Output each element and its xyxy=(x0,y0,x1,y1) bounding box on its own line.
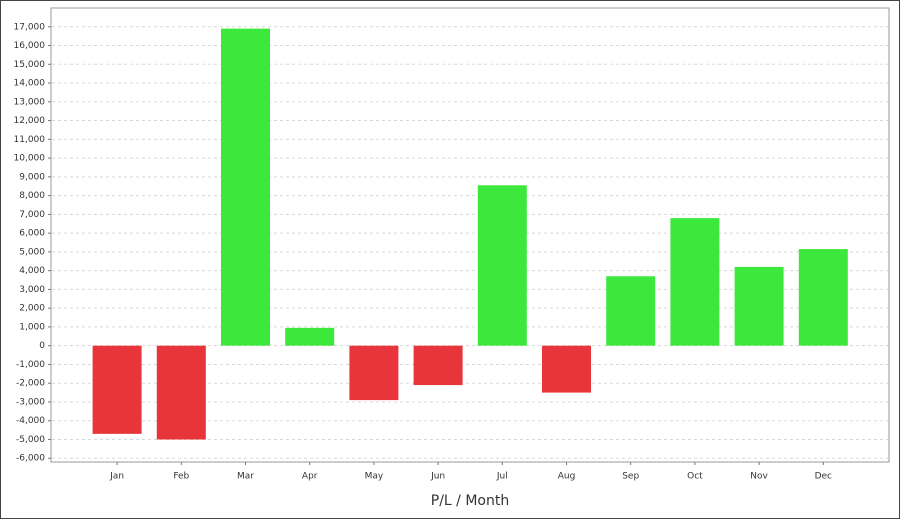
y-tick-label: -2,000 xyxy=(16,379,45,389)
y-tick-label: -3,000 xyxy=(16,397,45,407)
x-tick-label: Jul xyxy=(496,472,508,482)
y-tick-label: 4,000 xyxy=(19,266,45,276)
x-axis-title: P/L / Month xyxy=(431,493,509,509)
bar xyxy=(798,249,848,346)
x-tick-label: Aug xyxy=(558,472,576,482)
bar xyxy=(221,28,270,346)
y-tick-label: 15,000 xyxy=(14,60,46,70)
bar xyxy=(542,345,591,393)
x-tick-label: Jun xyxy=(430,472,445,482)
bar xyxy=(606,276,656,346)
y-tick-label: 7,000 xyxy=(19,210,45,220)
y-tick-label: 3,000 xyxy=(19,285,45,295)
y-tick-label: 1,000 xyxy=(19,322,45,332)
x-tick-label: Jan xyxy=(109,472,124,482)
x-tick-label: Nov xyxy=(750,472,768,482)
y-tick-label: 11,000 xyxy=(14,135,46,145)
bar xyxy=(92,345,142,434)
x-tick-label: Sep xyxy=(622,472,639,482)
y-tick-label: -4,000 xyxy=(16,416,45,426)
y-tick-label: 16,000 xyxy=(14,41,46,51)
bar xyxy=(156,345,206,440)
x-tick-label: Mar xyxy=(237,472,254,482)
x-tick-label: Apr xyxy=(302,472,318,482)
y-tick-label: -6,000 xyxy=(16,454,45,464)
y-tick-label: 2,000 xyxy=(19,304,45,314)
bar xyxy=(477,185,527,346)
bar xyxy=(734,266,784,346)
y-tick-label: 6,000 xyxy=(19,229,45,239)
y-tick-label: 5,000 xyxy=(19,247,45,257)
y-tick-label: 14,000 xyxy=(14,79,46,89)
y-tick-label: 8,000 xyxy=(19,191,45,201)
y-tick-label: 9,000 xyxy=(19,172,45,182)
y-tick-label: 12,000 xyxy=(14,116,46,126)
bar xyxy=(670,218,720,346)
y-tick-label: 0 xyxy=(39,341,45,351)
bar xyxy=(349,345,399,401)
y-tick-label: 17,000 xyxy=(14,22,46,32)
y-tick-label: 10,000 xyxy=(14,154,46,164)
x-tick-label: May xyxy=(365,472,384,482)
y-tick-label: 13,000 xyxy=(14,97,46,107)
x-tick-label: Dec xyxy=(815,472,832,482)
y-tick-label: -1,000 xyxy=(16,360,45,370)
x-tick-label: Oct xyxy=(687,472,703,482)
x-tick-label: Feb xyxy=(173,472,189,482)
bar xyxy=(413,345,463,386)
bar xyxy=(285,327,335,346)
y-tick-label: -5,000 xyxy=(16,435,45,445)
